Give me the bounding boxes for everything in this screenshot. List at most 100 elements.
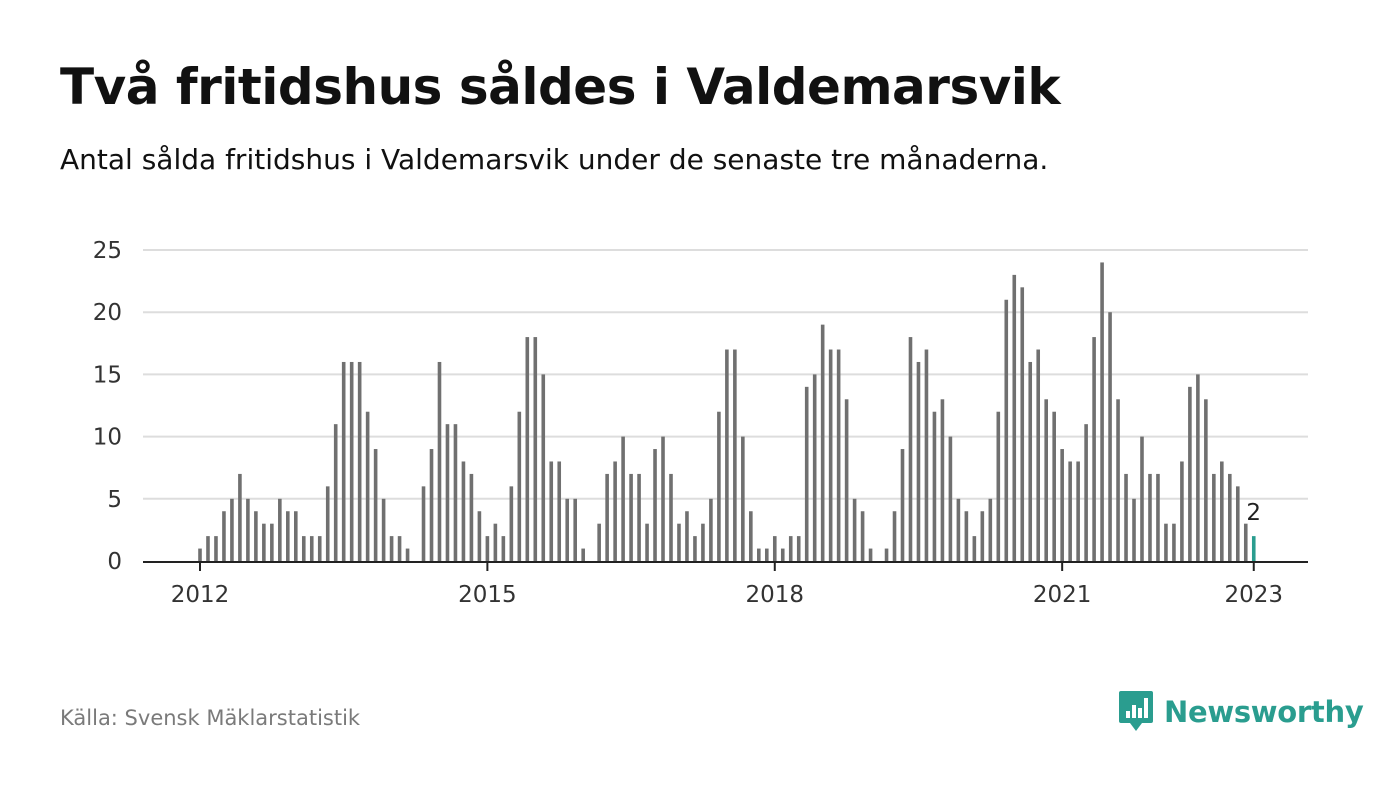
bar bbox=[725, 349, 729, 561]
bar bbox=[533, 337, 538, 561]
bar bbox=[701, 523, 705, 561]
chart-subtitle: Antal sålda fritidshus i Valdemarsvik un… bbox=[60, 143, 1049, 176]
bar bbox=[238, 473, 242, 561]
bar bbox=[1172, 523, 1176, 561]
y-axis-ticks: 0 5 10 15 20 25 bbox=[93, 238, 122, 575]
bar bbox=[453, 424, 458, 561]
bar bbox=[445, 424, 450, 561]
bar bbox=[309, 536, 314, 561]
bar bbox=[1235, 486, 1240, 561]
bar bbox=[214, 536, 218, 561]
bar bbox=[381, 498, 386, 561]
bar bbox=[1132, 498, 1136, 561]
bar bbox=[788, 536, 793, 561]
bar bbox=[812, 374, 817, 561]
bar bbox=[828, 349, 833, 561]
bar bbox=[868, 548, 873, 561]
bar bbox=[1228, 473, 1232, 561]
bar bbox=[373, 449, 378, 561]
bar bbox=[884, 548, 889, 561]
bar bbox=[325, 486, 330, 561]
bar bbox=[948, 436, 953, 561]
bar bbox=[405, 548, 410, 561]
bar bbox=[301, 536, 306, 561]
bar bbox=[1204, 399, 1208, 561]
brand-name: Newsworthy bbox=[1164, 695, 1364, 729]
x-tick-label: 2015 bbox=[458, 582, 517, 608]
bar bbox=[645, 523, 649, 561]
bar bbox=[757, 548, 761, 561]
x-tick-label: 2012 bbox=[171, 582, 230, 608]
bar bbox=[262, 523, 266, 561]
bar bbox=[294, 511, 298, 561]
bar bbox=[653, 449, 657, 561]
bar bbox=[1124, 473, 1128, 561]
bar bbox=[565, 498, 570, 561]
bar bbox=[709, 498, 713, 561]
bar bbox=[772, 536, 777, 561]
bar bbox=[270, 523, 274, 561]
bar bbox=[349, 361, 354, 561]
bar bbox=[852, 498, 857, 561]
y-tick-label: 0 bbox=[107, 549, 122, 575]
bar bbox=[1084, 424, 1088, 561]
bar bbox=[1036, 349, 1041, 561]
bar bbox=[637, 473, 641, 561]
bar bbox=[365, 411, 370, 561]
bar bbox=[780, 548, 785, 561]
bar bbox=[509, 486, 514, 561]
bar bbox=[908, 337, 913, 561]
bar bbox=[836, 349, 841, 561]
bar bbox=[972, 536, 977, 561]
bar bbox=[421, 486, 426, 561]
bar bbox=[1180, 461, 1184, 561]
bar bbox=[956, 498, 961, 561]
bar bbox=[1068, 461, 1072, 561]
bar bbox=[677, 523, 681, 561]
bar bbox=[1148, 473, 1152, 561]
bar bbox=[1076, 461, 1080, 561]
bar bbox=[278, 498, 282, 561]
bar bbox=[1108, 312, 1112, 561]
bar bbox=[1052, 411, 1056, 561]
bar bbox=[461, 461, 466, 561]
bar bbox=[357, 361, 362, 561]
bar bbox=[916, 361, 921, 561]
bar bbox=[230, 498, 234, 561]
bar bbox=[1012, 274, 1017, 561]
bar bbox=[1044, 399, 1048, 561]
bar bbox=[629, 473, 633, 561]
bar bbox=[341, 361, 346, 561]
bar bbox=[437, 361, 442, 561]
chart-title: Två fritidshus såldes i Valdemarsvik bbox=[60, 58, 1061, 116]
bar bbox=[1004, 299, 1009, 561]
bar bbox=[860, 511, 865, 561]
y-tick-label: 20 bbox=[93, 300, 122, 326]
bar bbox=[1140, 436, 1144, 561]
bar bbox=[525, 337, 530, 561]
bars bbox=[198, 262, 1256, 561]
bar bbox=[1156, 473, 1160, 561]
bar bbox=[1188, 386, 1192, 561]
bar bbox=[581, 548, 585, 561]
bar bbox=[669, 473, 673, 561]
bar bbox=[733, 349, 737, 561]
y-tick-label: 15 bbox=[93, 362, 122, 388]
bar bbox=[924, 349, 929, 561]
bar bbox=[389, 536, 394, 561]
brand-logo[interactable]: Newsworthy bbox=[1118, 690, 1364, 734]
bar bbox=[804, 386, 809, 561]
x-tick-label: 2023 bbox=[1224, 582, 1283, 608]
bar bbox=[621, 436, 625, 561]
bar bbox=[198, 548, 202, 561]
bar bbox=[397, 536, 402, 561]
x-axis-ticks: 2012 2015 2018 2021 2023 bbox=[171, 563, 1283, 608]
newsworthy-logo-icon bbox=[1119, 691, 1153, 731]
bar bbox=[493, 523, 498, 561]
bar bbox=[605, 473, 609, 561]
bar bbox=[541, 374, 546, 561]
bar bbox=[820, 324, 825, 561]
bar bbox=[1220, 461, 1224, 561]
bar bbox=[1116, 399, 1120, 561]
bar bbox=[988, 498, 993, 561]
